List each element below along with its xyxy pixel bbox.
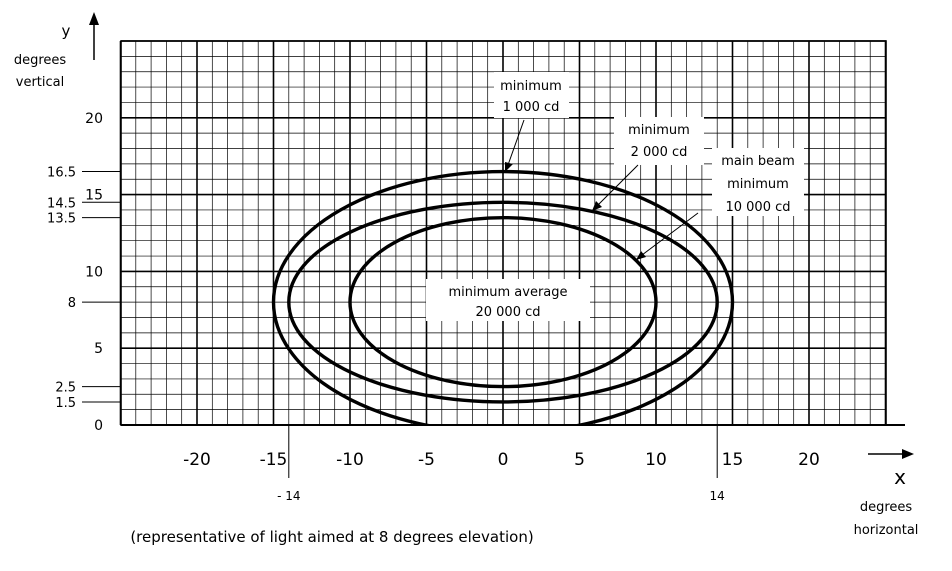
x-extra-tick-label: 14 bbox=[710, 489, 725, 503]
y-tick-label: 20 bbox=[85, 111, 103, 127]
x-tick-label: 15 bbox=[722, 450, 744, 470]
x-tick-label: -10 bbox=[336, 450, 364, 470]
label-middle: minimum 2 000 cd bbox=[592, 117, 704, 211]
label-center-line-1: minimum average bbox=[448, 285, 567, 300]
label-outer-line-1: minimum bbox=[500, 79, 562, 94]
y-extra-tick-label: 8 bbox=[68, 296, 76, 311]
label-inner-line-3: 10 000 cd bbox=[725, 200, 790, 215]
y-tick-label: 5 bbox=[94, 341, 103, 357]
label-center-line-2: 20 000 cd bbox=[475, 305, 540, 320]
elevation-note: (representative of light aimed at 8 degr… bbox=[130, 528, 533, 546]
x-tick-label: 10 bbox=[645, 450, 667, 470]
x-tick-label: -20 bbox=[183, 450, 211, 470]
label-middle-line-1: minimum bbox=[628, 123, 690, 138]
y-extra-tick-label: 13.5 bbox=[47, 212, 76, 227]
contour-inner bbox=[348, 215, 658, 389]
y-axis-name: y bbox=[62, 22, 71, 40]
y-tick-label: 15 bbox=[85, 188, 103, 204]
label-middle-line-2: 2 000 cd bbox=[631, 145, 688, 160]
contour-outer bbox=[271, 169, 735, 425]
tick-labels: -20 -15 -10 -5 0 5 10 15 20 - 14 14 20 15 10 5 0 16.5 14.… bbox=[47, 111, 820, 503]
x-axis-name: x bbox=[894, 465, 906, 489]
label-inner: main beam minimum 10 000 cd bbox=[636, 148, 804, 260]
contour-middle bbox=[287, 200, 719, 404]
label-center: minimum average 20 000 cd bbox=[426, 279, 590, 321]
x-axis-arrowhead-icon bbox=[902, 449, 914, 459]
y-extra-tick-label: 16.5 bbox=[47, 166, 76, 181]
x-extra-tick-label: - 14 bbox=[277, 489, 300, 503]
label-inner-line-1: main beam bbox=[721, 154, 795, 169]
label-outer: minimum 1 000 cd bbox=[494, 72, 569, 172]
y-tick-label: 10 bbox=[85, 264, 103, 280]
y-axis-caption-line-1: degrees bbox=[14, 53, 67, 68]
y-axis-arrowhead-icon bbox=[89, 12, 99, 25]
y-extra-tick-label: 14.5 bbox=[47, 196, 76, 211]
x-tick-label: -15 bbox=[260, 450, 288, 470]
x-axis-caption-line-2: horizontal bbox=[854, 523, 919, 538]
x-axis-caption-line-1: degrees bbox=[860, 500, 913, 515]
label-outer-line-2: 1 000 cd bbox=[503, 100, 560, 115]
y-extra-tick-label: 1.5 bbox=[55, 396, 76, 411]
label-inner-line-2: minimum bbox=[727, 177, 789, 192]
y-axis-caption-line-2: vertical bbox=[16, 75, 64, 90]
x-tick-label: 5 bbox=[574, 450, 585, 470]
y-extra-tick-label: 2.5 bbox=[55, 381, 76, 396]
intensity-contours bbox=[271, 169, 735, 425]
y-tick-label: 0 bbox=[94, 418, 103, 434]
x-tick-label: 0 bbox=[498, 450, 509, 470]
x-tick-label: -5 bbox=[418, 450, 435, 470]
x-tick-label: 20 bbox=[798, 450, 820, 470]
